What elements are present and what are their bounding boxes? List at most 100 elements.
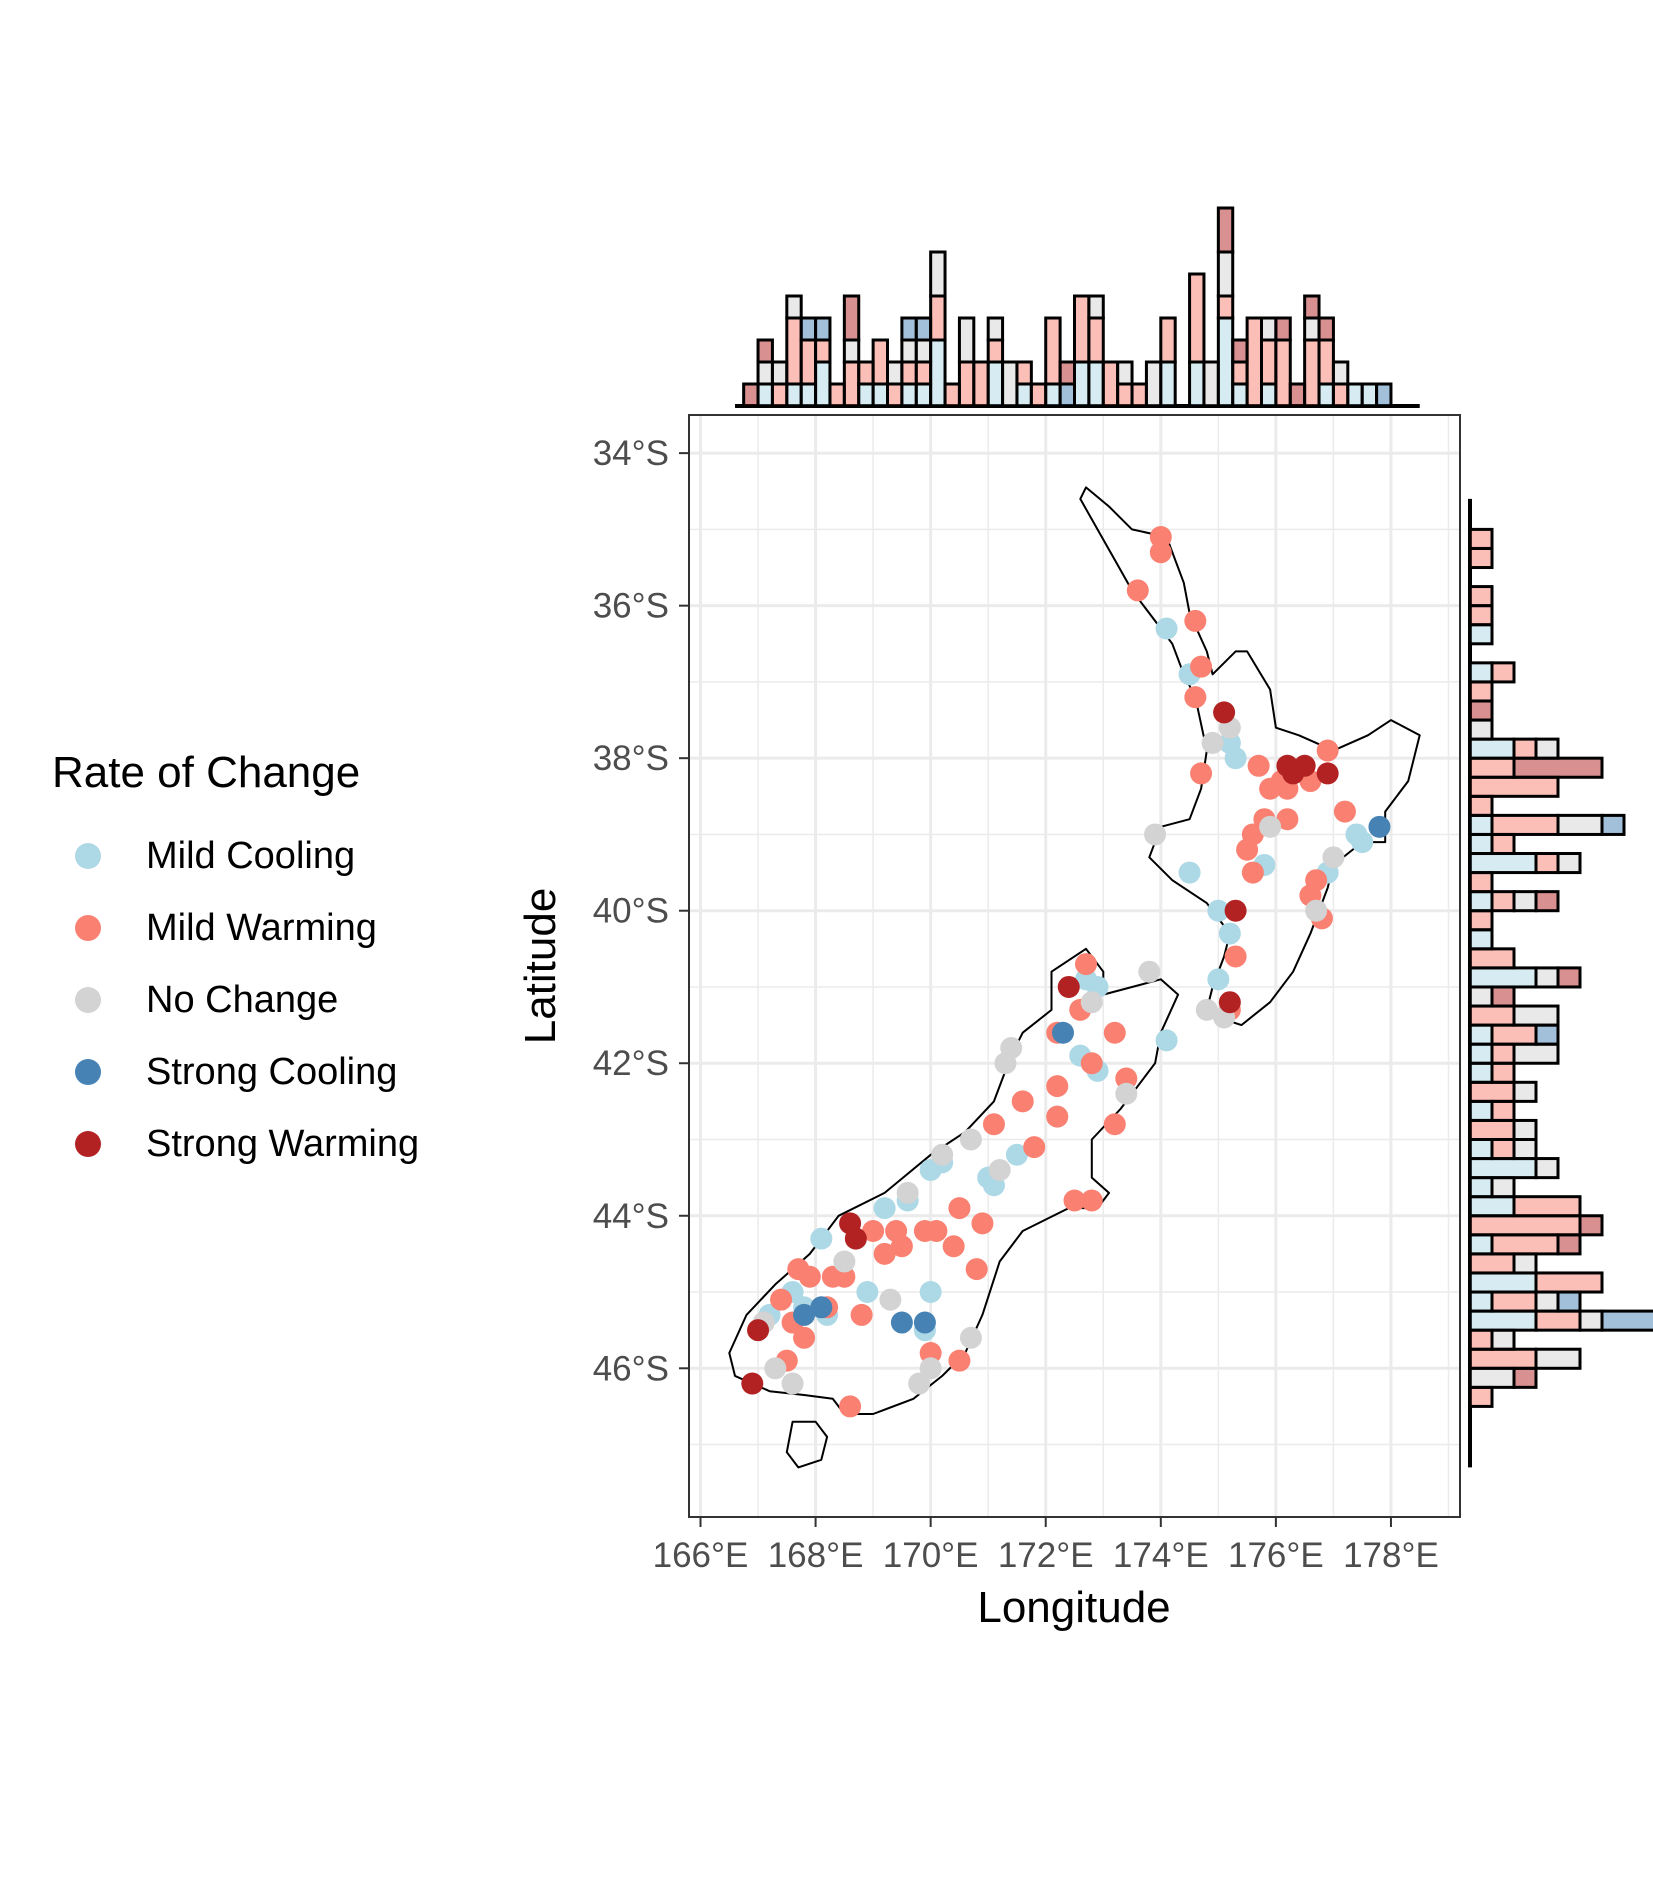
top-hist-bar	[770, 360, 789, 386]
legend-title: Rate of Change	[52, 748, 361, 797]
right-hist-bar	[1600, 813, 1626, 836]
right-hist-bar	[1512, 890, 1538, 913]
point-mild-cooling	[1178, 861, 1201, 884]
legend-item-strong-cooling: Strong Cooling	[52, 1036, 419, 1108]
right-hist-bar	[1512, 1042, 1560, 1065]
point-no-change	[908, 1372, 931, 1395]
top-hist-bar	[886, 382, 904, 408]
top-hist-bar	[986, 338, 1005, 364]
top-hist-bar	[785, 294, 803, 320]
right-hist-bar	[1512, 1004, 1560, 1027]
top-hist-bar	[957, 316, 976, 364]
top-hist-bar	[1216, 206, 1235, 254]
top-hist-bar	[900, 316, 918, 342]
right-hist-bar	[1534, 1347, 1582, 1370]
right-hist-bar	[1490, 1023, 1538, 1046]
right-hist-bar	[1468, 1214, 1582, 1237]
top-hist-bar	[1015, 360, 1033, 386]
top-hist-bar	[756, 360, 774, 386]
point-no-change	[1080, 991, 1103, 1014]
right-hist-bar	[1468, 966, 1538, 989]
point-mild-cooling	[1155, 617, 1178, 640]
top-hist-bar	[1087, 360, 1105, 408]
top-hist-bar	[1274, 316, 1292, 342]
y-tick-label: 34°S	[593, 434, 669, 473]
legend-label: Strong Warming	[146, 1122, 420, 1165]
right-hist-bar	[1468, 1309, 1538, 1332]
right-hist-bar	[1534, 1157, 1560, 1180]
point-strong-warming	[1224, 899, 1247, 922]
right-hist-bar	[1468, 1023, 1494, 1046]
top-hist-bar	[1044, 382, 1062, 408]
point-mild-warming	[1276, 808, 1299, 831]
x-tick-label: 168°E	[768, 1536, 864, 1575]
point-no-change	[1195, 998, 1218, 1021]
legend-key-dot	[75, 915, 101, 941]
top-hist-bar	[1216, 294, 1235, 320]
legend-item-no-change: No Change	[52, 964, 419, 1036]
point-no-change	[1138, 960, 1161, 983]
point-mild-warming	[1046, 1105, 1069, 1128]
gridlines	[689, 415, 1460, 1517]
top-hist-bar	[785, 316, 803, 386]
point-mild-warming	[890, 1235, 913, 1258]
point-mild-warming	[793, 1326, 816, 1349]
top-hist-bar	[756, 382, 774, 408]
y-tick-label: 36°S	[593, 587, 669, 626]
point-mild-warming	[1149, 541, 1172, 564]
right-hist-bar	[1468, 813, 1494, 836]
top-hist-bar	[1188, 360, 1206, 408]
point-strong-warming	[839, 1212, 862, 1235]
top-hist-bar	[842, 360, 861, 408]
longitude-marginal-histogram	[735, 206, 1420, 408]
top-hist-bar	[1058, 360, 1077, 386]
point-mild-warming	[1190, 762, 1213, 785]
point-mild-cooling	[1005, 1143, 1028, 1166]
point-mild-cooling	[1351, 831, 1374, 854]
point-no-change	[1305, 899, 1328, 922]
right-hist-bar	[1468, 909, 1494, 932]
right-hist-bar	[1468, 1061, 1494, 1084]
top-hist-bar	[1375, 382, 1393, 408]
right-hist-bar	[1534, 1290, 1560, 1313]
point-no-change	[1115, 1082, 1138, 1105]
top-hist-bar	[1288, 382, 1307, 408]
point-strong-cooling	[913, 1311, 936, 1334]
top-hist-bar	[1159, 316, 1177, 364]
right-hist-bar	[1534, 1023, 1560, 1046]
top-hist-bar	[914, 360, 933, 386]
point-mild-warming	[1063, 1189, 1086, 1212]
point-strong-warming	[1218, 991, 1241, 1014]
right-hist-bar	[1512, 1118, 1538, 1141]
point-mild-warming	[1080, 1189, 1103, 1212]
point-mild-warming	[839, 1395, 862, 1418]
right-hist-bar	[1556, 813, 1604, 836]
top-hist-bar	[1346, 382, 1364, 408]
right-hist-bar	[1468, 832, 1494, 856]
right-hist-bar	[1468, 585, 1494, 608]
right-hist-bar	[1468, 1080, 1516, 1103]
right-hist-bar	[1468, 1385, 1494, 1408]
point-mild-warming	[1023, 1136, 1046, 1159]
y-axis-ticks: 34°S 36°S 38°S 40°S 42°S 44°S 46°S	[593, 434, 689, 1388]
point-mild-warming	[965, 1258, 988, 1281]
top-hist-bar	[1303, 316, 1321, 342]
top-hist-bar	[842, 294, 861, 342]
right-hist-bar	[1468, 756, 1516, 779]
right-hist-bar	[1468, 1252, 1516, 1275]
right-hist-bar	[1534, 1309, 1582, 1332]
point-mild-warming	[919, 1342, 942, 1365]
legend: Rate of Change Mild Cooling Mild Warming N…	[52, 748, 419, 1180]
right-hist-bar	[1468, 1137, 1494, 1161]
right-hist-bar	[1534, 966, 1560, 989]
point-mild-warming	[1149, 526, 1172, 549]
right-hist-bar	[1468, 1290, 1494, 1313]
top-hist-bar	[914, 338, 933, 364]
right-hist-bar	[1468, 1195, 1516, 1218]
right-hist-bar	[1468, 1328, 1494, 1351]
point-mild-warming	[982, 1113, 1005, 1136]
point-mild-cooling	[810, 1227, 833, 1250]
right-hist-bar	[1468, 871, 1494, 894]
point-no-change	[764, 1357, 787, 1380]
